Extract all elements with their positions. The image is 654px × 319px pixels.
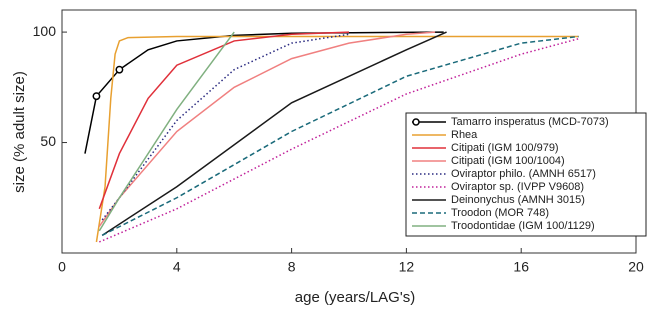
data-point bbox=[93, 93, 99, 99]
legend-label: Deinonychus (AMNH 3015) bbox=[451, 194, 585, 206]
legend: Tamarro insperatus (MCD-7073)RheaCitipat… bbox=[406, 113, 646, 236]
x-tick-label: 8 bbox=[288, 259, 296, 275]
legend-label: Oviraptor sp. (IVPP V9608) bbox=[451, 181, 584, 193]
y-tick-label: 100 bbox=[33, 23, 57, 39]
series-line bbox=[99, 32, 234, 231]
series-line bbox=[102, 34, 349, 220]
chart: age (years/LAG's) size (% adult size) 0 4… bbox=[0, 0, 654, 314]
series-line bbox=[85, 32, 444, 154]
series-line bbox=[99, 32, 435, 226]
x-tick-label: 20 bbox=[628, 259, 644, 275]
legend-label: Rhea bbox=[451, 129, 478, 141]
legend-label: Citipati (IGM 100/1004) bbox=[451, 155, 565, 167]
x-tick-label: 12 bbox=[399, 259, 415, 275]
legend-marker bbox=[413, 119, 419, 125]
x-axis-label: age (years/LAG's) bbox=[295, 289, 415, 306]
series-line bbox=[99, 32, 349, 209]
legend-label: Troodon (MOR 748) bbox=[451, 207, 549, 219]
legend-label: Citipati (IGM 100/979) bbox=[451, 142, 559, 154]
legend-label: Oviraptor philo. (AMNH 6517) bbox=[451, 168, 596, 180]
series-line bbox=[102, 32, 446, 235]
legend-label: Troodontidae (IGM 100/1129) bbox=[451, 220, 595, 232]
data-point bbox=[116, 66, 122, 72]
x-tick-label: 4 bbox=[173, 259, 181, 275]
legend-label: Tamarro insperatus (MCD-7073) bbox=[451, 116, 609, 128]
x-tick-label: 16 bbox=[513, 259, 529, 275]
y-axis-label: size (% adult size) bbox=[11, 71, 28, 193]
y-tick-label: 50 bbox=[40, 133, 56, 149]
x-tick-label: 0 bbox=[58, 259, 66, 275]
